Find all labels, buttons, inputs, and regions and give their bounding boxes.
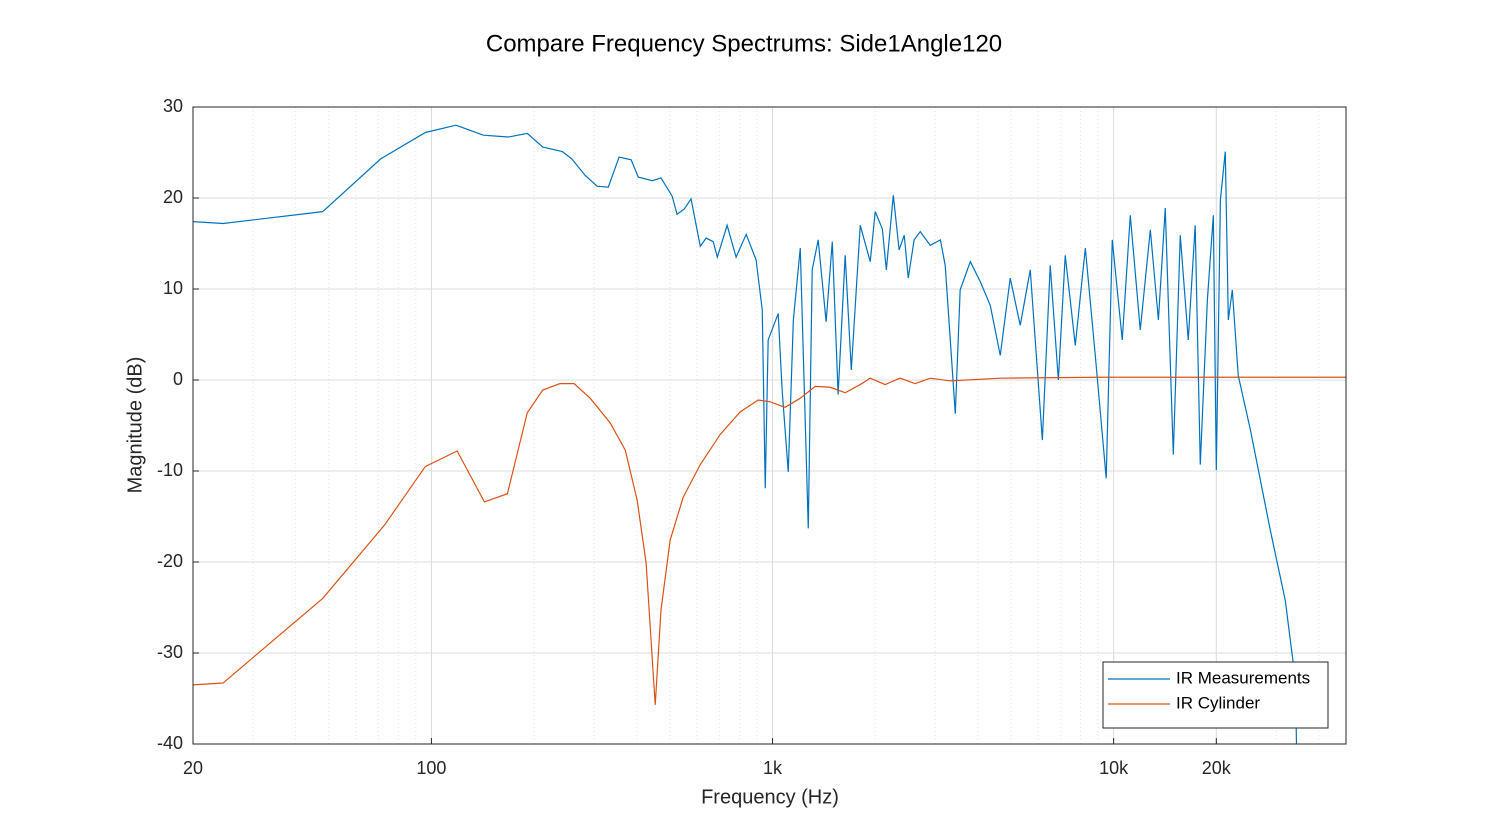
x-tick-label: 1k bbox=[763, 758, 783, 778]
y-tick-label: 30 bbox=[163, 96, 183, 116]
y-tick-label: 0 bbox=[173, 369, 183, 389]
series-line bbox=[193, 376, 1346, 705]
axes-box bbox=[192, 106, 1347, 745]
y-axis-label: Magnitude (dB) bbox=[124, 357, 146, 494]
y-tick-label: -20 bbox=[157, 551, 183, 571]
x-tick-label: 20k bbox=[1202, 758, 1232, 778]
legend-box bbox=[1102, 661, 1329, 729]
x-tick-label: 20 bbox=[183, 758, 203, 778]
y-tick-label: -30 bbox=[157, 642, 183, 662]
legend-label: IR Cylinder bbox=[1176, 693, 1260, 712]
x-axis-label: Frequency (Hz) bbox=[701, 786, 839, 808]
series-line bbox=[193, 124, 1298, 744]
y-tick-label: -40 bbox=[157, 733, 183, 753]
chart-title: Compare Frequency Spectrums: Side1Angle1… bbox=[486, 30, 1002, 57]
y-tick-label: 20 bbox=[163, 187, 183, 207]
x-tick-label: 10k bbox=[1099, 758, 1129, 778]
plot-area bbox=[193, 107, 1346, 744]
legend-label: IR Measurements bbox=[1176, 668, 1310, 687]
x-tick-label: 100 bbox=[416, 758, 446, 778]
y-tick-label: 10 bbox=[163, 278, 183, 298]
y-tick-label: -10 bbox=[157, 460, 183, 480]
legend: IR Measurements IR Cylinder bbox=[1102, 661, 1329, 729]
